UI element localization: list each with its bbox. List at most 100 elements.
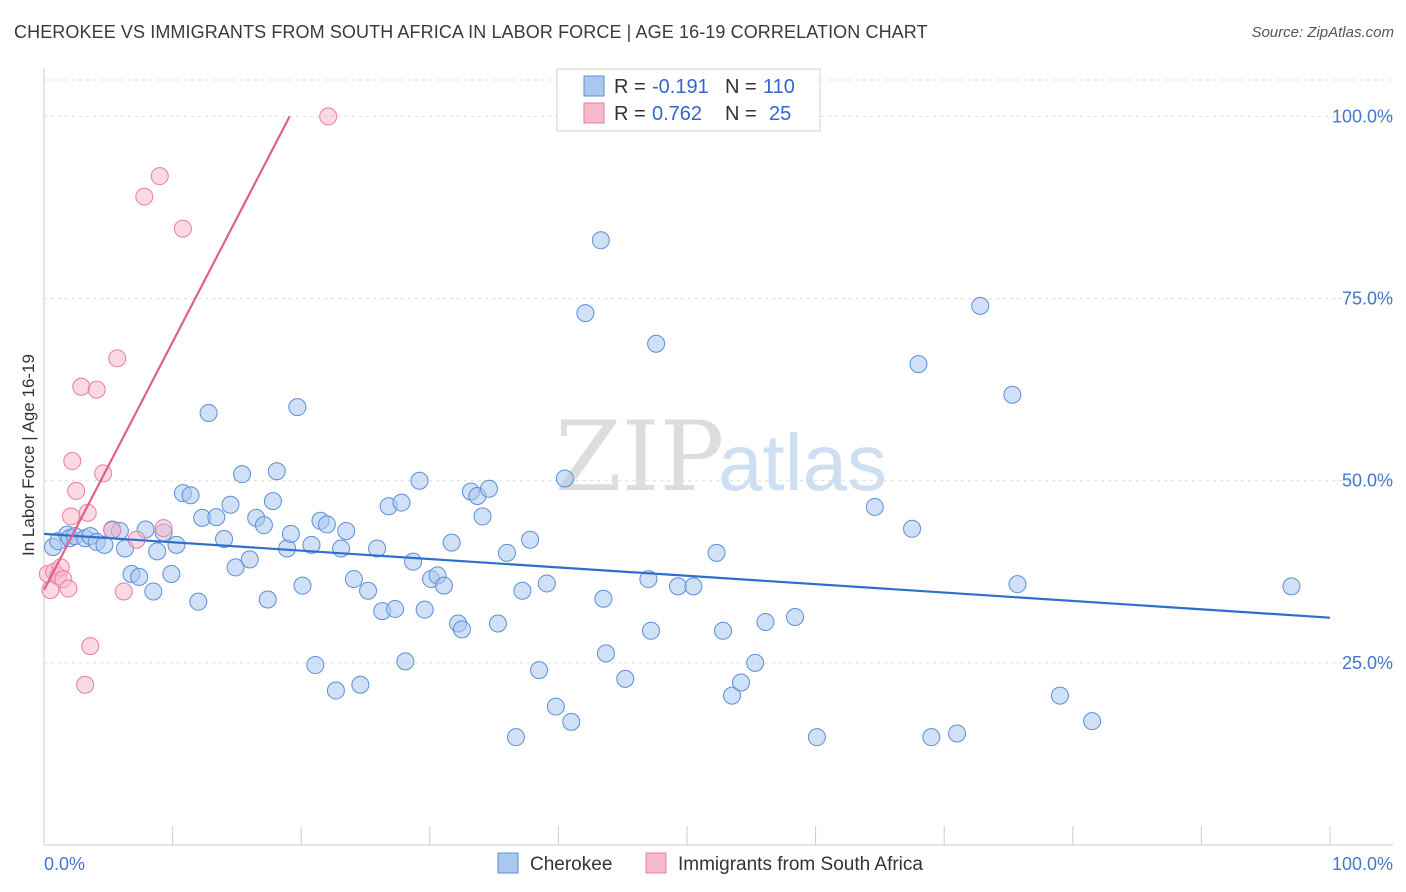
cherokee-point	[537, 574, 556, 593]
south-africa-point	[87, 380, 106, 399]
south-africa-point	[108, 349, 127, 368]
south-africa-point	[103, 521, 122, 540]
south-africa-point	[150, 167, 169, 186]
legend-r-value-cherokee: -0.191	[652, 76, 709, 98]
cherokee-point	[903, 519, 922, 538]
cherokee-point	[714, 621, 733, 640]
cherokee-point	[368, 539, 387, 558]
south-africa-point	[319, 107, 338, 126]
y-tick-label-25: 25.0%	[1342, 653, 1393, 673]
cherokee-point	[594, 589, 613, 608]
cherokee-point	[351, 675, 370, 694]
south-africa-point	[135, 187, 154, 206]
cherokee-point	[647, 334, 666, 353]
y-axis-title: In Labor Force | Age 16-19	[19, 354, 38, 556]
legend-r-value-south-africa: 0.762	[652, 103, 702, 125]
y-tick-labels: 25.0% 50.0% 75.0% 100.0%	[1332, 106, 1393, 672]
south-africa-point	[114, 582, 133, 601]
legend-n-label-cherokee: N =	[725, 76, 757, 98]
cherokee-point	[226, 558, 245, 577]
south-africa-point	[76, 675, 95, 694]
bottom-legend-label-cherokee: Cherokee	[530, 854, 612, 875]
cherokee-point	[707, 543, 726, 562]
cherokee-point	[415, 600, 434, 619]
cherokee-point	[555, 469, 574, 488]
cherokee-point	[181, 486, 200, 505]
south-africa-trend-line	[43, 115, 291, 591]
x-tick-labels: 0.0% 100.0%	[44, 854, 1393, 874]
cherokee-point	[95, 535, 114, 554]
cherokee-point	[404, 552, 423, 571]
cherokee-point	[807, 728, 826, 747]
south-africa-point	[67, 481, 86, 500]
cherokee-trend-line	[43, 532, 1331, 619]
south-africa-point	[81, 637, 100, 656]
legend-r-label-cherokee: R =	[614, 76, 646, 98]
cherokee-point	[668, 577, 687, 596]
legend-swatch-south-africa	[583, 102, 605, 124]
cherokee-point	[1083, 712, 1102, 731]
cherokee-point	[386, 599, 405, 618]
x-tick-label-min: 0.0%	[44, 854, 85, 874]
cherokee-point	[546, 697, 565, 716]
cherokee-point	[281, 524, 300, 543]
south-africa-point	[94, 464, 113, 483]
legend-n-label-south-africa: N =	[725, 103, 757, 125]
bottom-legend-swatch-south-africa	[645, 852, 667, 874]
cherokee-point	[302, 535, 321, 554]
y-tick-label-75: 75.0%	[1342, 289, 1393, 309]
cherokee-point	[317, 515, 336, 534]
south-africa-point	[62, 507, 81, 526]
south-africa-point	[154, 519, 173, 538]
chart-title: CHEROKEE VS IMMIGRANTS FROM SOUTH AFRICA…	[14, 22, 928, 42]
cherokee-point	[513, 581, 532, 600]
cherokee-point	[240, 550, 259, 569]
cherokee-point	[189, 592, 208, 611]
cherokee-point	[922, 728, 941, 747]
cherokee-point	[199, 403, 218, 422]
cherokee-point	[233, 465, 252, 484]
cherokee-point	[786, 607, 805, 626]
cherokee-point	[723, 686, 742, 705]
cherokee-point	[684, 577, 703, 596]
cherokee-point	[530, 661, 549, 680]
cherokee-point	[221, 495, 240, 514]
cherokee-point	[148, 542, 167, 561]
cherokee-point	[258, 590, 277, 609]
source-credit: Source: ZipAtlas.com	[1251, 24, 1394, 41]
south-africa-points	[38, 107, 338, 694]
cherokee-point	[521, 530, 540, 549]
cherokee-point	[167, 535, 186, 554]
south-africa-point	[59, 579, 78, 598]
bottom-legend-swatch-cherokee	[497, 852, 519, 874]
cherokee-point	[344, 570, 363, 589]
cherokee-point	[865, 497, 884, 516]
cherokee-point	[639, 570, 658, 589]
cherokee-point	[215, 530, 234, 548]
bottom-legend: Cherokee Immigrants from South Africa	[497, 852, 923, 875]
cherokee-point	[306, 656, 325, 675]
cherokee-point	[293, 576, 312, 595]
cherokee-point	[756, 613, 775, 632]
cherokee-point	[144, 582, 163, 601]
legend-n-value-south-africa: 25	[769, 103, 791, 125]
cherokee-point	[576, 304, 595, 323]
x-tick-label-max: 100.0%	[1332, 854, 1393, 874]
watermark-atlas: atlas	[718, 418, 887, 507]
legend-swatch-cherokee	[583, 75, 605, 97]
cherokee-point	[267, 462, 286, 481]
cherokee-point	[616, 669, 635, 688]
watermark-zip: ZIP	[555, 401, 724, 513]
cherokee-point	[410, 471, 429, 490]
cherokee-point	[452, 620, 471, 639]
cherokee-point	[948, 724, 967, 743]
cherokee-point	[732, 673, 751, 692]
axes	[43, 68, 1393, 846]
cherokee-point	[359, 581, 378, 600]
cherokee-point	[207, 508, 226, 527]
watermark: ZIP atlas	[555, 401, 887, 513]
cherokee-point	[1003, 385, 1022, 404]
cherokee-point	[562, 712, 581, 731]
bottom-legend-label-south-africa: Immigrants from South Africa	[678, 854, 923, 875]
